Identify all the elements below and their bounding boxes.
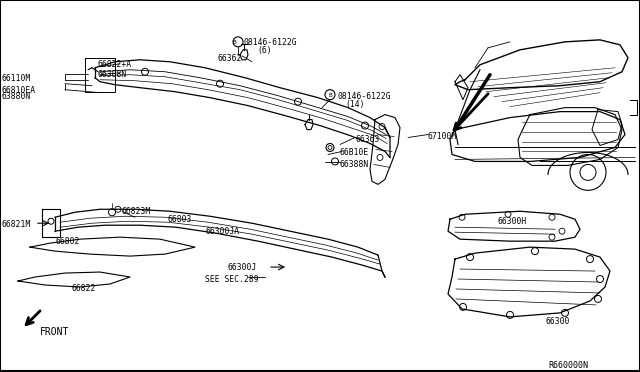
Text: 66822: 66822 [72, 284, 97, 293]
Text: 66803: 66803 [168, 215, 193, 224]
Text: FRONT: FRONT [40, 327, 69, 337]
Text: 66363: 66363 [356, 135, 380, 144]
Text: 66822+A: 66822+A [98, 60, 132, 69]
Text: 67100M: 67100M [428, 132, 457, 141]
Text: 66362: 66362 [218, 54, 243, 63]
Text: 66300: 66300 [545, 317, 570, 326]
Text: 66300JA: 66300JA [205, 227, 239, 236]
Text: B: B [232, 40, 236, 45]
Text: 66821M: 66821M [2, 220, 31, 229]
Text: 66B10E: 66B10E [340, 148, 369, 157]
Text: 66802: 66802 [55, 237, 79, 246]
Text: (6): (6) [257, 46, 271, 55]
Text: B: B [328, 93, 332, 98]
Text: 66388N: 66388N [98, 70, 127, 79]
Text: R660000N: R660000N [548, 361, 588, 370]
Text: 66300H: 66300H [498, 217, 527, 226]
Text: 63880N: 63880N [2, 92, 31, 101]
Text: 66388N: 66388N [340, 160, 369, 169]
Text: 08146-6122G: 08146-6122G [244, 38, 298, 47]
Text: 66300J: 66300J [228, 263, 257, 272]
Text: 66810EA: 66810EA [2, 86, 36, 95]
Text: 66110M: 66110M [2, 74, 31, 83]
Text: 66823M: 66823M [122, 207, 151, 216]
Text: (14): (14) [345, 100, 365, 109]
Text: 08146-6122G: 08146-6122G [337, 92, 390, 101]
Text: SEE SEC.289: SEE SEC.289 [205, 275, 259, 284]
